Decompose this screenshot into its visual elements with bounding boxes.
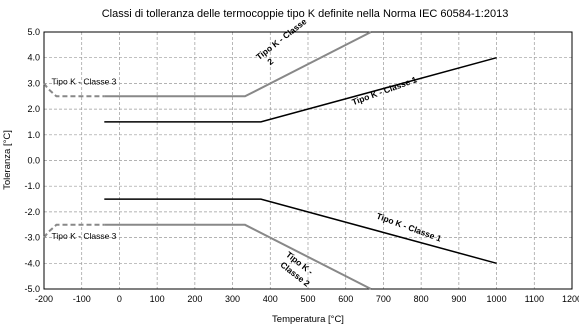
y-tick-labels: 5.0 4.0 3.0 2.0 1.0 0.0 -1.0 -2.0 -3.0 -4.0 -5.0 <box>24 27 40 294</box>
y-axis-title: Toleranza [°C] <box>2 130 13 190</box>
x-tick-label: 700 <box>376 294 391 304</box>
grid <box>44 32 572 289</box>
x-tick-label: 300 <box>225 294 240 304</box>
y-tick-label: 4.0 <box>27 53 40 63</box>
x-tick-label: 600 <box>338 294 353 304</box>
x-axis-title: Temperatura [°C] <box>272 314 344 325</box>
x-tick-label: 0 <box>117 294 122 304</box>
series-line-classe2-pos <box>104 31 372 98</box>
series-line-classe1-pos <box>104 56 497 123</box>
annotation-label: Tipo K - Classe 1 <box>351 74 419 107</box>
x-tick-label: 1200 <box>562 294 579 304</box>
x-tick-labels: -200 -100 0 100 200 300 400 500 600 700 800 900 1000… <box>35 294 579 304</box>
y-tick-label: 3.0 <box>27 78 40 88</box>
y-tick-label: 1.0 <box>27 130 40 140</box>
x-tick-label: 100 <box>150 294 165 304</box>
y-tick-label: -5.0 <box>24 284 40 294</box>
x-tick-label: 500 <box>300 294 315 304</box>
series-line-classe1-neg <box>104 198 497 265</box>
x-tick-label: 200 <box>187 294 202 304</box>
y-tick-label: 2.0 <box>27 104 40 114</box>
y-tick-label: -2.0 <box>24 207 40 217</box>
x-tick-label: 1100 <box>525 294 544 304</box>
series-line-classe3-neg <box>43 223 105 239</box>
series-line-classe3-pos <box>43 82 105 98</box>
x-tick-label: 400 <box>263 294 278 304</box>
plot-area-frame <box>43 31 573 290</box>
annotation-label: Tipo K - Classe <box>254 16 309 62</box>
series-line-classe2-neg <box>104 223 372 290</box>
series-group <box>43 31 497 290</box>
annotation-label: 2 <box>265 56 275 67</box>
y-tick-label: -3.0 <box>24 233 40 243</box>
y-tick-label: 5.0 <box>27 27 40 37</box>
annotations: Tipo K - Classe 3 Tipo K - Classe 3 Tipo K… <box>52 16 444 289</box>
x-tick-label: -100 <box>73 294 91 304</box>
x-tick-label: 800 <box>414 294 429 304</box>
annotation-label: Tipo K - Classe 3 <box>52 77 117 87</box>
y-tick-label: -1.0 <box>24 181 40 191</box>
annotation-label: Tipo K - Classe 3 <box>52 231 117 241</box>
x-tick-label: 900 <box>451 294 466 304</box>
chart-title: Classi di tolleranza delle termocoppie t… <box>102 8 509 20</box>
y-tick-label: -4.0 <box>24 258 40 268</box>
x-tick-label: -200 <box>35 294 53 304</box>
x-tick-label: 1000 <box>487 294 507 304</box>
y-tick-label: 0.0 <box>27 156 40 166</box>
